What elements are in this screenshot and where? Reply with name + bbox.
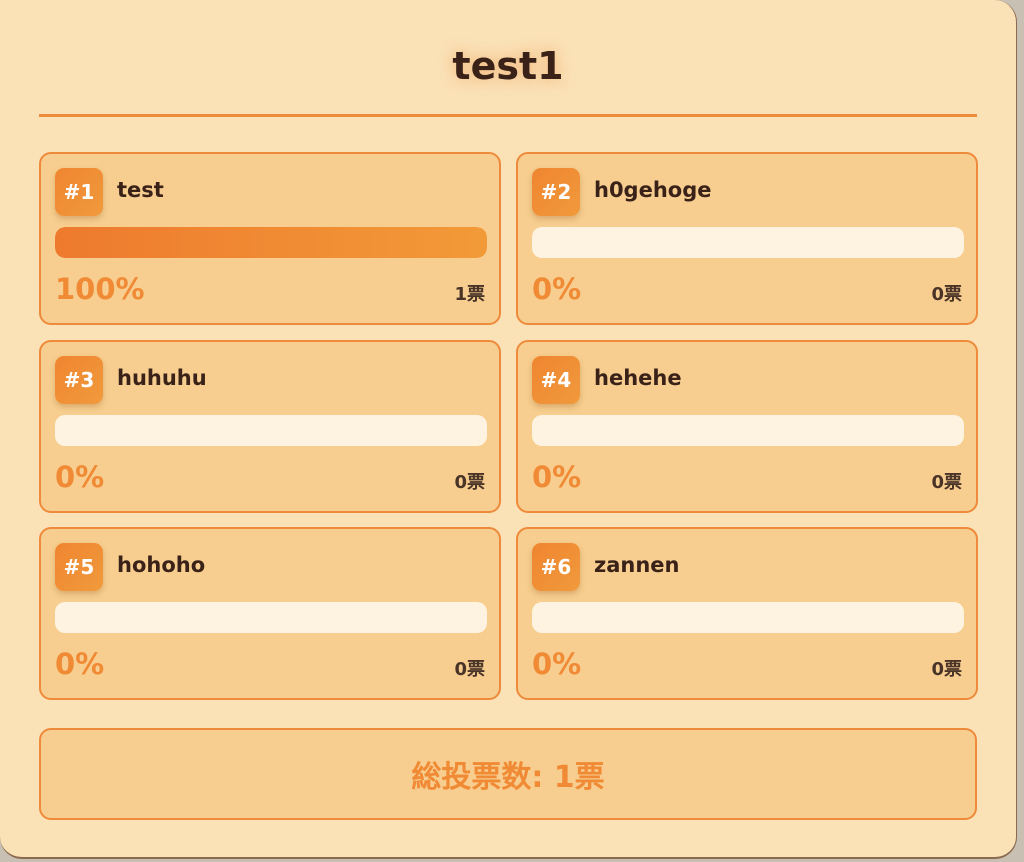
- percent-label: 0%: [532, 460, 582, 494]
- progress-bar: [532, 602, 964, 633]
- option-name: huhuhu: [117, 366, 207, 390]
- progress-bar: [532, 415, 964, 446]
- rank-badge: #2: [532, 168, 580, 216]
- title-divider: [39, 114, 977, 117]
- rank-badge: #1: [55, 168, 103, 216]
- rank-badge: #6: [532, 543, 580, 591]
- percent-label: 0%: [532, 647, 582, 681]
- progress-bar: [532, 227, 964, 258]
- progress-bar: [55, 227, 487, 258]
- vote-count: 1票: [454, 284, 485, 305]
- option-name: hohoho: [117, 553, 206, 577]
- option-name: hehehe: [594, 366, 682, 390]
- option-card: #4 hehehe 0% 0票: [516, 340, 978, 513]
- option-card: #1 test 100% 1票: [39, 152, 501, 325]
- percent-label: 0%: [532, 272, 582, 306]
- percent-label: 0%: [55, 647, 105, 681]
- total-votes: 総投票数: 1票: [39, 728, 977, 820]
- option-card: #3 huhuhu 0% 0票: [39, 340, 501, 513]
- rank-badge: #3: [55, 356, 103, 404]
- progress-fill: [55, 227, 487, 258]
- vote-count: 0票: [931, 659, 962, 680]
- option-card: #2 h0gehoge 0% 0票: [516, 152, 978, 325]
- poll-title: test1: [452, 44, 564, 88]
- rank-badge: #5: [55, 543, 103, 591]
- vote-count: 0票: [454, 659, 485, 680]
- option-card: #5 hohoho 0% 0票: [39, 527, 501, 700]
- option-card: #6 zannen 0% 0票: [516, 527, 978, 700]
- vote-count: 0票: [931, 284, 962, 305]
- option-name: h0gehoge: [594, 178, 712, 202]
- vote-count: 0票: [931, 472, 962, 493]
- progress-bar: [55, 415, 487, 446]
- percent-label: 100%: [55, 272, 145, 306]
- progress-bar: [55, 602, 487, 633]
- option-name: zannen: [594, 553, 680, 577]
- vote-count: 0票: [454, 472, 485, 493]
- rank-badge: #4: [532, 356, 580, 404]
- option-name: test: [117, 178, 164, 202]
- percent-label: 0%: [55, 460, 105, 494]
